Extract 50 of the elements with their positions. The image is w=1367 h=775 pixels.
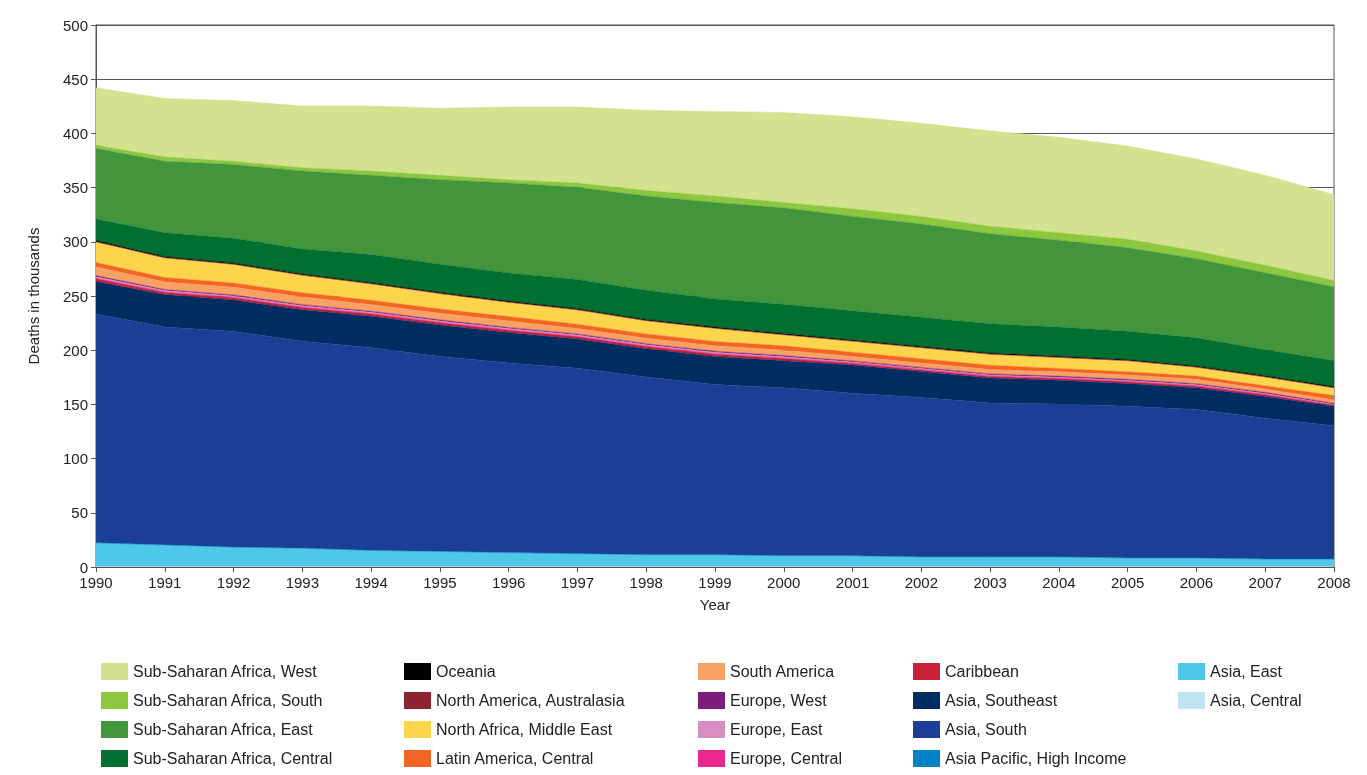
legend-label: Asia, Southeast [945, 692, 1058, 709]
legend-label: North America, Australasia [436, 692, 625, 709]
x-axis-title: Year [699, 596, 731, 613]
x-tick-label: 1994 [354, 574, 388, 591]
y-tick-label: 400 [62, 124, 88, 142]
y-tick-label: 150 [62, 395, 88, 413]
x-tick-label: 2004 [1042, 574, 1076, 591]
x-tick-label: 2007 [1248, 574, 1282, 591]
x-tick-label: 1992 [216, 574, 251, 591]
legend-label: Oceania [436, 663, 496, 680]
y-tick-label: 250 [62, 287, 88, 305]
legend-label: Asia, Central [1210, 692, 1302, 709]
legend-label: Europe, West [730, 692, 828, 709]
legend-label: Asia Pacific, High Income [945, 750, 1127, 767]
y-tick-label: 200 [62, 341, 88, 359]
y-tick-label: 0 [79, 558, 88, 576]
y-tick-label: 450 [62, 70, 88, 88]
legend-label: South America [730, 663, 835, 680]
x-tick-label: 1991 [148, 574, 182, 591]
x-tick-label: 2003 [973, 574, 1007, 591]
x-tick-label: 1993 [285, 574, 320, 591]
legend-label: North Africa, Middle East [436, 721, 613, 738]
legend-label: Europe, East [730, 721, 824, 738]
x-tick-label: 1995 [423, 574, 457, 591]
legend-label: Europe, Central [730, 750, 843, 767]
legend-label: Asia, East [1210, 663, 1283, 680]
legend-label: Sub-Saharan Africa, South [133, 692, 323, 709]
x-tick-label: 1990 [79, 574, 113, 591]
x-tick-label: 1996 [491, 574, 526, 591]
x-tick-label: 1997 [560, 574, 595, 591]
y-tick-label: 50 [71, 504, 88, 522]
x-tick-label: 2005 [1110, 574, 1145, 591]
legend-label: Sub-Saharan Africa, West [133, 663, 318, 680]
y-axis-title: Deaths in thousands [25, 227, 42, 365]
x-tick-label: 2008 [1317, 574, 1351, 591]
legend-label: Sub-Saharan Africa, Central [133, 750, 333, 767]
x-tick-label: 2000 [767, 574, 801, 591]
legend-label: Latin America, Central [436, 750, 594, 767]
x-tick-label: 2001 [835, 574, 870, 591]
y-tick-label: 500 [62, 16, 88, 34]
legend-label: Asia, South [945, 721, 1027, 738]
x-tick-label: 1998 [629, 574, 663, 591]
y-tick-label: 100 [62, 450, 88, 468]
x-tick-label: 2002 [904, 574, 939, 591]
legend-label: Sub-Saharan Africa, East [133, 721, 314, 738]
legend-label: Caribbean [945, 663, 1019, 680]
x-tick-label: 1999 [698, 574, 732, 591]
y-tick-label: 300 [62, 233, 88, 251]
y-tick-label: 350 [62, 179, 88, 197]
x-tick-label: 2006 [1179, 574, 1214, 591]
